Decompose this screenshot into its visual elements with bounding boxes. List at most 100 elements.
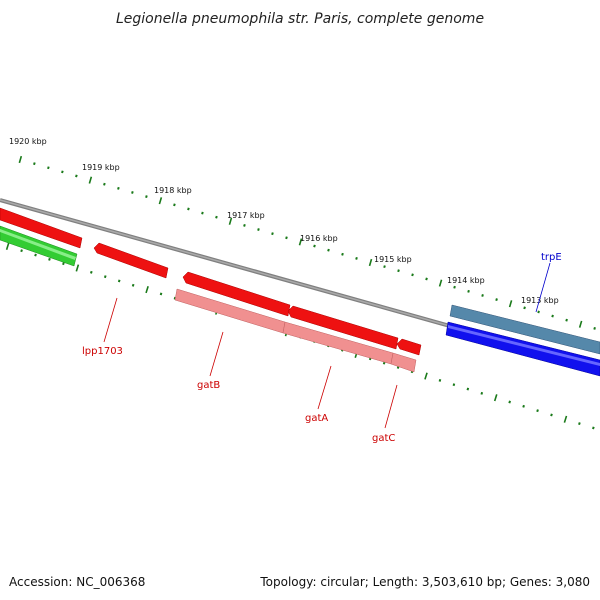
ruler-minor-tick <box>187 207 190 211</box>
gene-arrow-red[interactable] <box>93 242 169 279</box>
ruler-minor-tick <box>565 318 568 322</box>
ruler-major-tick <box>438 279 443 287</box>
ruler-minor-tick <box>327 248 330 252</box>
ruler-minor-tick <box>117 279 121 283</box>
ruler-minor-tick <box>523 306 526 310</box>
gene-label-gatC[interactable]: gatC <box>372 433 395 444</box>
ruler-minor-tick <box>551 314 554 318</box>
ruler-minor-tick <box>62 262 65 266</box>
ruler-minor-tick <box>61 170 64 174</box>
ruler-minor-tick <box>117 186 120 190</box>
ruler-minor-tick <box>466 387 470 391</box>
ruler-major-tick <box>5 242 10 250</box>
ruler-major-tick <box>75 264 80 272</box>
accession-text: Accession: NC_006368 <box>9 575 145 589</box>
ruler-minor-tick <box>131 283 135 287</box>
ruler-minor-tick <box>481 294 484 297</box>
ruler-minor-tick <box>438 378 442 382</box>
ruler-minor-tick <box>341 252 344 256</box>
ruler-minor-tick <box>592 426 595 430</box>
ruler-minor-tick <box>47 166 50 170</box>
leader-line <box>384 384 398 429</box>
genome-summary-text: Topology: circular; Length: 3,503,610 bp… <box>259 575 590 589</box>
gene-features <box>0 207 600 377</box>
ruler-major-tick <box>18 155 23 164</box>
ruler-minor-tick <box>313 244 316 248</box>
leader-line <box>317 365 332 410</box>
ruler-minor-tick <box>467 289 470 293</box>
ruler-minor-tick <box>550 413 553 417</box>
map-title: Legionella pneumophila str. Paris, compl… <box>116 11 484 27</box>
ruler-ticks-outer <box>18 155 596 330</box>
ruler-major-tick <box>145 286 149 294</box>
tick-labels: 1920 kbp 1919 kbp 1918 kbp 1917 kbp 1916… <box>9 137 559 305</box>
tick-label: 1914 kbp <box>447 276 485 285</box>
ruler-minor-tick <box>453 285 456 289</box>
gene-labels: lpp1703 gatB gatA gatC trpE <box>82 252 562 444</box>
ruler-major-tick <box>493 394 498 402</box>
ruler-minor-tick <box>75 174 78 178</box>
gene-label-lpp1703[interactable]: lpp1703 <box>82 346 123 357</box>
gene-arrow-red[interactable] <box>0 207 83 249</box>
ruler-minor-tick <box>397 269 400 273</box>
ruler-minor-tick <box>537 310 540 314</box>
ruler-minor-tick <box>593 326 596 330</box>
ruler-minor-tick <box>33 162 36 166</box>
tick-label: 1917 kbp <box>227 211 265 220</box>
ruler-minor-tick <box>215 215 218 219</box>
ruler-minor-tick <box>522 404 525 408</box>
ruler-minor-tick <box>173 203 176 207</box>
ruler-minor-tick <box>103 275 107 279</box>
gene-label-trpE[interactable]: trpE <box>541 252 562 263</box>
leader-line <box>103 297 118 343</box>
tick-label: 1920 kbp <box>9 137 47 146</box>
ruler-major-tick <box>368 258 373 267</box>
ruler-minor-tick <box>48 257 51 261</box>
gene-label-gatA[interactable]: gatA <box>305 413 328 424</box>
gene-block-steelblue[interactable] <box>449 304 600 355</box>
ruler-major-tick <box>563 415 568 423</box>
ruler-minor-tick <box>285 236 288 240</box>
ruler-minor-tick <box>145 195 148 199</box>
ruler-minor-tick <box>90 270 93 274</box>
ruler-major-tick <box>158 197 163 205</box>
tick-label: 1913 kbp <box>521 296 559 305</box>
ruler-major-tick <box>228 217 233 225</box>
ruler-minor-tick <box>480 391 484 395</box>
ruler-major-tick <box>508 300 513 308</box>
ruler-minor-tick <box>131 191 134 194</box>
ruler-minor-tick <box>271 232 274 236</box>
gene-arrow-red[interactable] <box>396 338 422 356</box>
leader-line <box>209 331 224 377</box>
ruler-minor-tick <box>411 273 414 277</box>
ruler-minor-tick <box>201 211 204 215</box>
gene-block-light-red[interactable] <box>390 352 417 373</box>
ruler-minor-tick <box>536 409 539 413</box>
ruler-minor-tick <box>508 400 511 404</box>
ruler-major-tick <box>578 320 583 328</box>
ruler-major-tick <box>424 372 428 380</box>
ruler-major-tick <box>88 176 93 184</box>
label-leaders <box>103 262 551 429</box>
ruler-minor-tick <box>355 256 358 260</box>
ruler-minor-tick <box>495 298 498 302</box>
ruler-minor-tick <box>425 277 428 281</box>
ruler-minor-tick <box>243 223 246 227</box>
ruler-major-tick <box>298 238 303 246</box>
ruler-minor-tick <box>159 292 163 296</box>
ruler-minor-tick <box>383 265 386 269</box>
gene-block-blue-highlight <box>448 325 600 366</box>
gene-arrow-green-highlight <box>0 229 76 260</box>
ruler-minor-tick <box>20 249 23 253</box>
leader-line <box>535 262 551 313</box>
tick-label: 1919 kbp <box>82 163 120 172</box>
gene-arrow-red[interactable] <box>182 271 291 317</box>
tick-label: 1915 kbp <box>374 255 412 264</box>
ruler-minor-tick <box>452 383 456 387</box>
gene-label-gatB[interactable]: gatB <box>197 380 220 391</box>
gene-arrow-red[interactable] <box>287 305 399 350</box>
tick-label: 1916 kbp <box>300 234 338 243</box>
ruler-minor-tick <box>103 182 106 186</box>
tick-label: 1918 kbp <box>154 186 192 195</box>
